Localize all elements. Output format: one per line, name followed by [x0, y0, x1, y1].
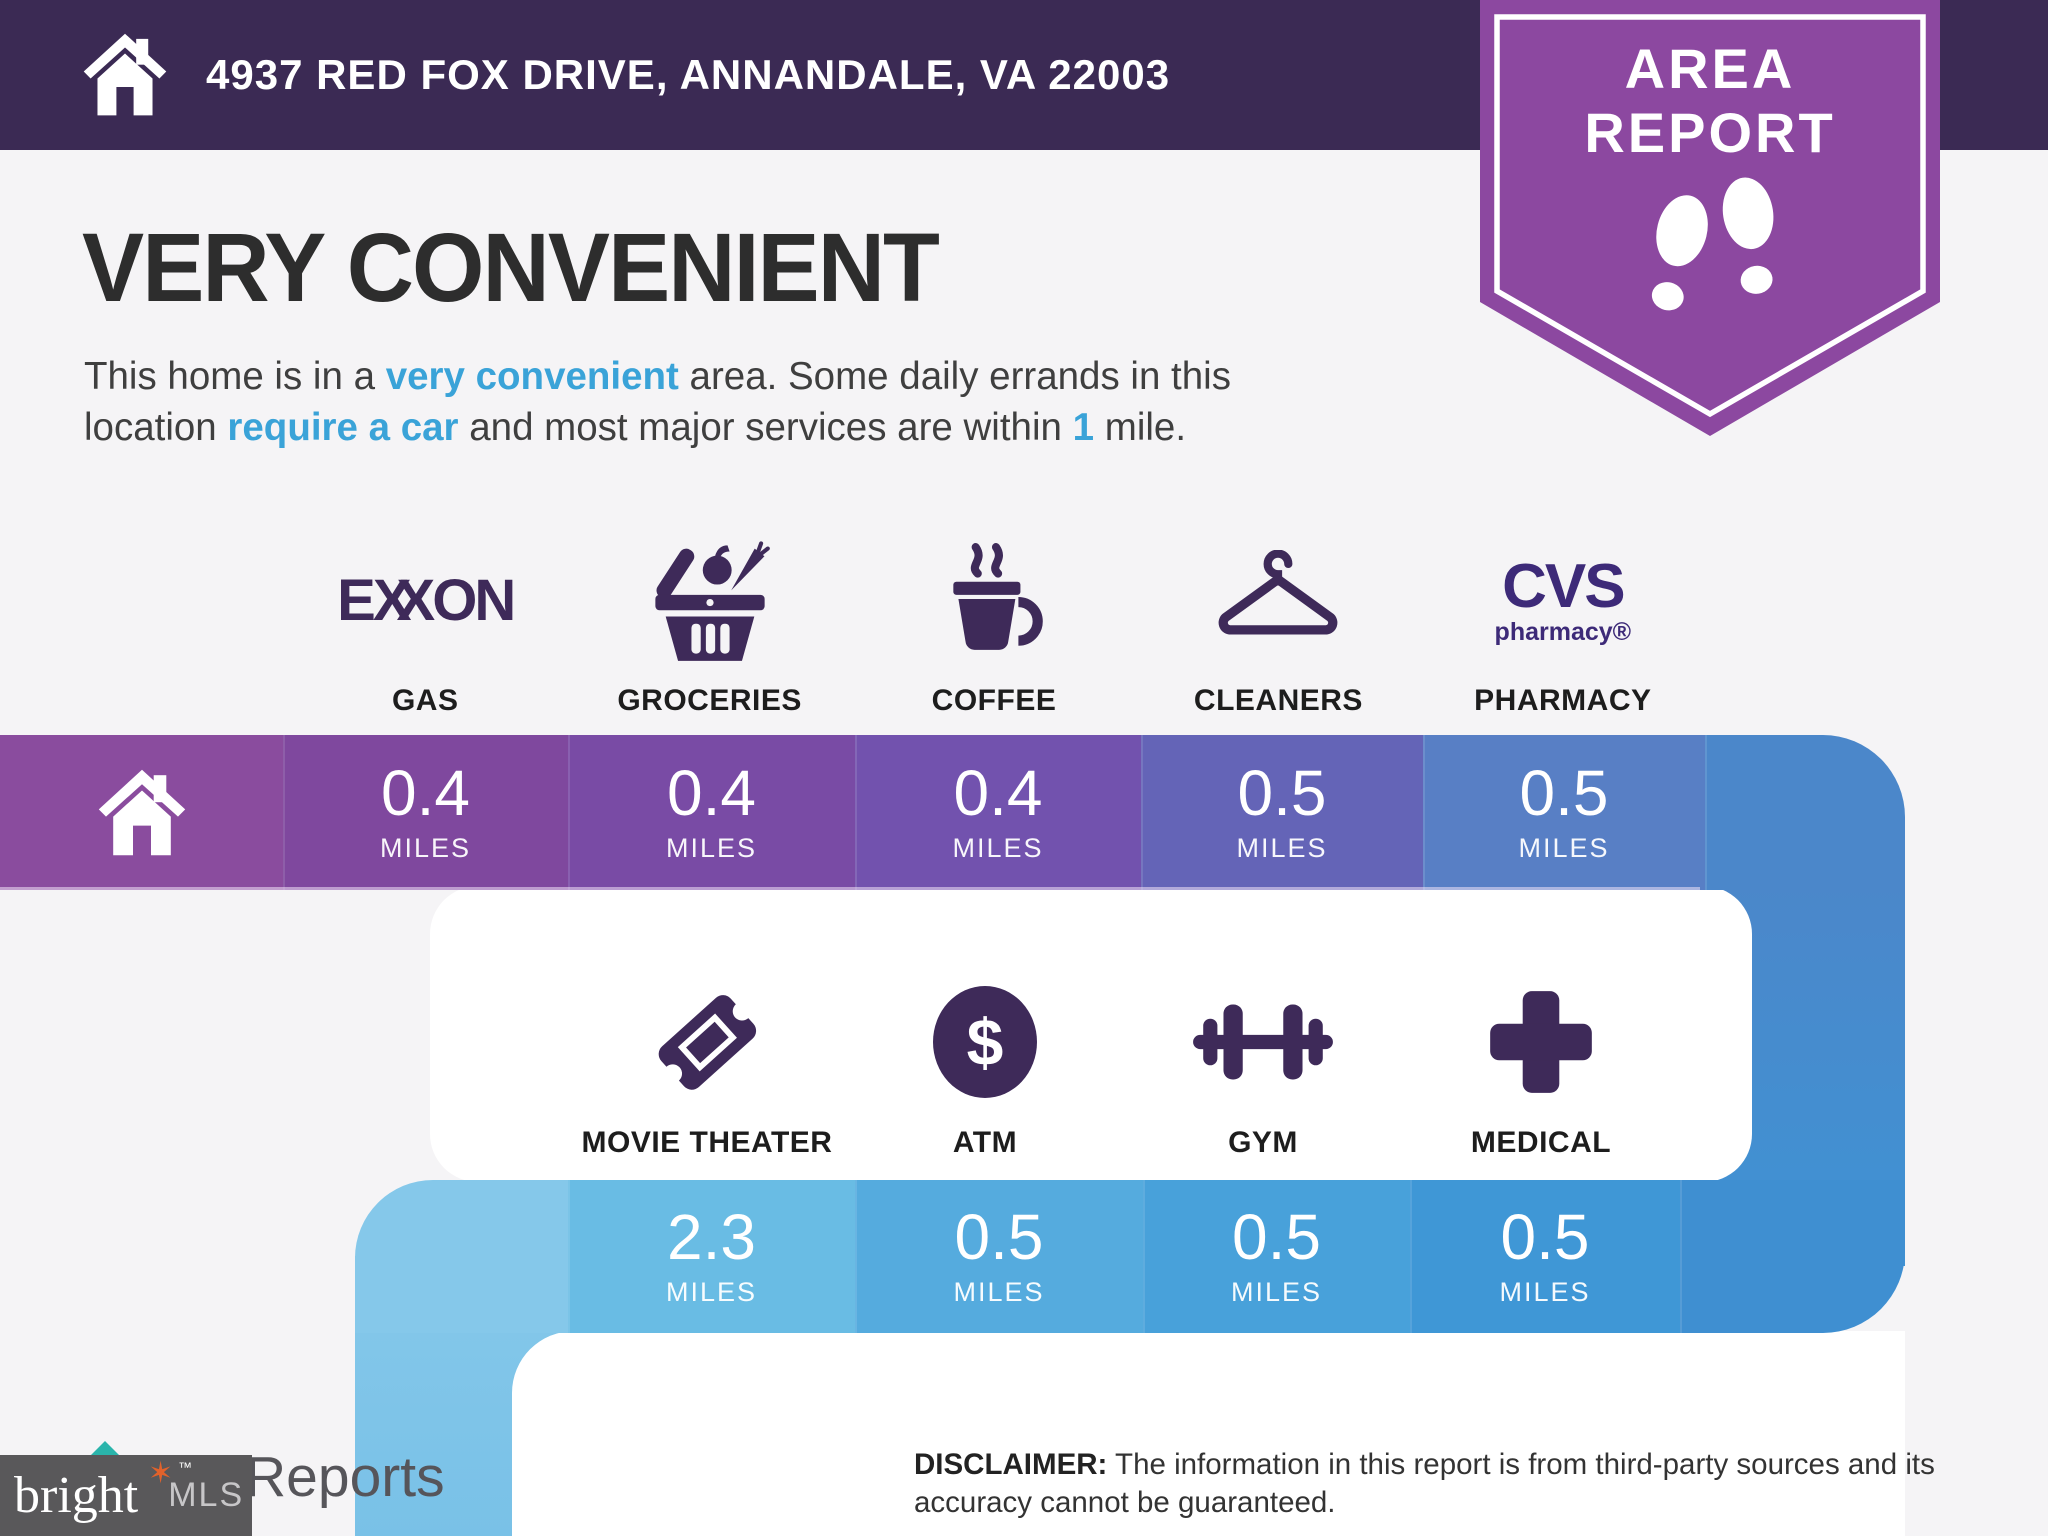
home-icon — [98, 769, 185, 855]
page-title: VERY CONVENIENT — [82, 213, 940, 322]
hanger-icon — [1219, 550, 1338, 635]
highlight-very-convenient: very convenient — [385, 355, 679, 398]
distance-cell-movie-theater: 2.3 MILES — [568, 1180, 855, 1333]
amenity-label: GYM — [1228, 1126, 1298, 1159]
amenity-atm: $ ATM — [846, 962, 1124, 1160]
amenity-pharmacy: CVS pharmacy® PHARMACY — [1421, 520, 1705, 718]
amenity-row-1: EXXON GAS — [283, 520, 1705, 718]
trademark-symbol: ™ — [178, 1459, 192, 1475]
white-panel-bottom — [512, 1331, 1905, 1536]
summary-paragraph: This home is in a very convenient area. … — [84, 355, 1231, 449]
partial-logo-icon — [88, 1441, 122, 1458]
distance-cell-gas: 0.4 MILES — [283, 735, 568, 890]
amenity-medical: MEDICAL — [1402, 962, 1680, 1160]
distance-cell-groceries: 0.4 MILES — [568, 735, 855, 890]
dollar-circle-icon: $ — [933, 986, 1037, 1098]
amenity-gas: EXXON GAS — [283, 520, 567, 718]
amenity-label: GROCERIES — [617, 684, 802, 717]
distance-cell-coffee: 0.4 MILES — [855, 735, 1141, 890]
mls-wordmark: MLS — [168, 1476, 245, 1514]
amenity-row-2: MOVIE THEATER $ ATM — [568, 962, 1680, 1160]
property-address: 4937 RED FOX DRIVE, ANNANDALE, VA 22003 — [206, 51, 1171, 98]
badge-line1: AREA — [1625, 37, 1796, 100]
medical-cross-icon — [1490, 991, 1592, 1093]
distance-cell-medical: 0.5 MILES — [1410, 1180, 1680, 1333]
home-cell — [0, 735, 283, 890]
cvs-pharmacy-logo: CVS pharmacy® — [1494, 551, 1632, 646]
distance-bar-2: 2.3 MILES 0.5 MILES 0.5 MILES 0.5 MILES — [355, 1180, 1905, 1333]
bright-wordmark: bright — [14, 1466, 139, 1524]
bright-mls-logo: bright MLS — [0, 1455, 252, 1536]
coffee-cup-icon — [953, 543, 1043, 650]
distance-cell-atm: 0.5 MILES — [855, 1180, 1143, 1333]
amenity-label: MOVIE THEATER — [581, 1126, 833, 1159]
grocery-basket-icon — [654, 541, 770, 661]
amenity-label: ATM — [952, 1126, 1018, 1159]
distance-cell-gym: 0.5 MILES — [1143, 1180, 1410, 1333]
amenity-gym: GYM — [1124, 962, 1402, 1160]
disclaimer-text: DISCLAIMER: The information in this repo… — [914, 1448, 1935, 1520]
amenity-cleaners: CLEANERS — [1136, 520, 1420, 718]
area-report-badge: AREA REPORT — [1480, 0, 1940, 436]
amenity-coffee: COFFEE — [852, 520, 1136, 718]
distance-cell-cleaners: 0.5 MILES — [1141, 735, 1423, 890]
footprints-icon — [1651, 177, 1774, 311]
amenity-label: GAS — [391, 684, 459, 717]
highlight-1-mile: 1 — [1072, 405, 1095, 449]
badge-line2: REPORT — [1584, 101, 1835, 164]
dumbbell-icon — [1193, 1004, 1333, 1080]
summary-text: This home is in a — [84, 355, 386, 398]
exxon-gas-logo: EXXON — [337, 567, 516, 633]
amenity-label: MEDICAL — [1470, 1126, 1612, 1159]
amenity-groceries: GROCERIES — [567, 520, 851, 718]
amenity-label: CLEANERS — [1193, 684, 1363, 717]
bar1-end-cap — [1705, 735, 1905, 890]
distance-cell-pharmacy: 0.5 MILES — [1423, 735, 1705, 890]
star-icon: ✶ — [148, 1457, 174, 1490]
amenity-movie-theater: MOVIE THEATER — [568, 962, 846, 1160]
bar2-start-cap — [355, 1180, 568, 1333]
reports-logo-text: Reports — [245, 1445, 445, 1509]
distance-bar-1: 0.4 MILES 0.4 MILES 0.4 MILES 0.5 MILES 0.5 M… — [0, 735, 1905, 890]
bar2-end-cap — [1680, 1180, 1905, 1333]
home-icon — [83, 33, 167, 116]
highlight-require-a-car: require a car — [227, 405, 459, 449]
amenity-label: COFFEE — [931, 684, 1057, 717]
ticket-icon — [658, 995, 757, 1090]
amenity-label: PHARMACY — [1474, 684, 1652, 717]
